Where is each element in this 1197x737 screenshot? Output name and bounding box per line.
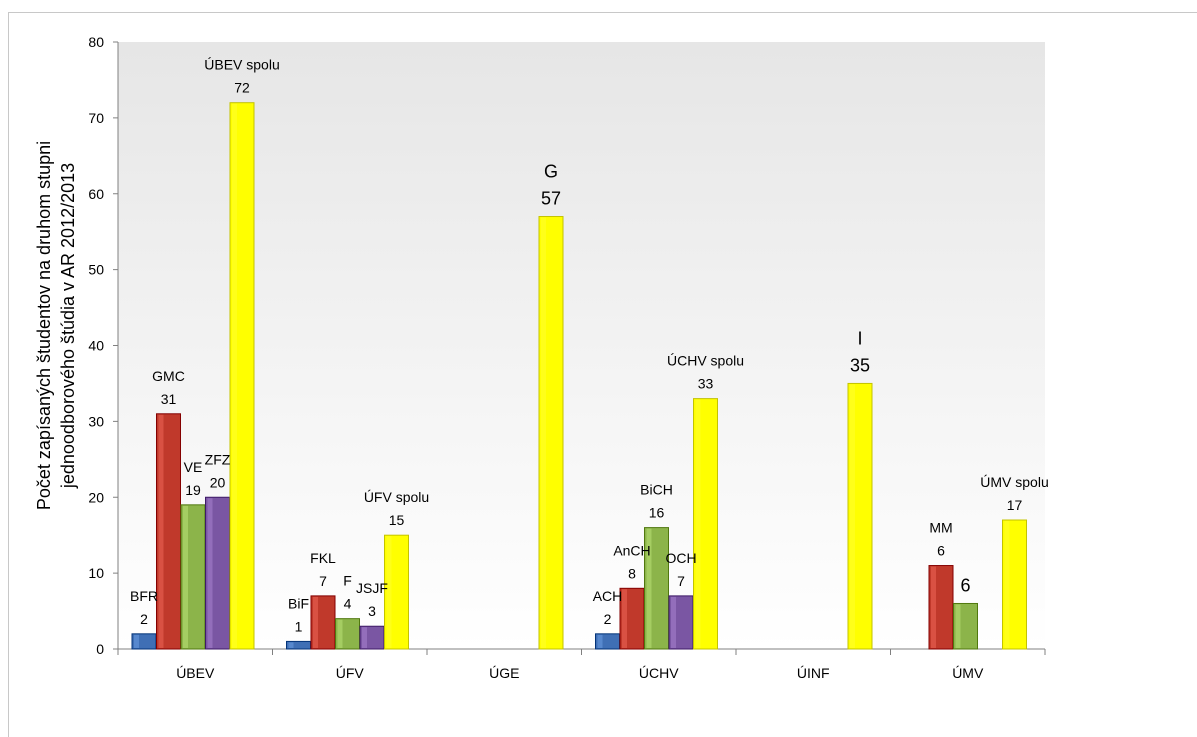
bar-highlight	[232, 103, 237, 648]
bar-category-label: GMC	[152, 368, 185, 384]
y-tick-label: 20	[88, 489, 104, 505]
bar-value-label: 7	[319, 573, 327, 589]
bar-highlight	[646, 528, 652, 648]
bar-category-label: AnCH	[613, 542, 650, 558]
bar-category-label: ÚMV spolu	[980, 474, 1048, 490]
bar-category-label: ÚBEV spolu	[204, 57, 279, 73]
y-tick-label: 50	[88, 262, 104, 278]
y-tick-label: 10	[88, 565, 104, 581]
plot-background	[118, 42, 1045, 649]
bar-category-label: ACH	[593, 588, 623, 604]
bar-category-label: I	[857, 328, 862, 348]
bar-value-label: 16	[649, 505, 665, 521]
bar-value-label: 1	[295, 618, 303, 634]
bar-value-label: 19	[185, 482, 201, 498]
bar-category-label: BiF	[288, 595, 309, 611]
bar-highlight	[955, 604, 961, 648]
bar-category-label: BFR	[130, 588, 158, 604]
bar-highlight	[362, 627, 367, 648]
bar-value-label: 33	[698, 376, 714, 392]
bar-highlight	[134, 634, 139, 648]
bar-value-label: 72	[234, 80, 250, 96]
y-tick-label: 60	[88, 186, 104, 202]
bar-category-label: MM	[929, 520, 952, 536]
bar-value-label: 6	[960, 575, 970, 595]
bar-category-label: VE	[184, 459, 203, 475]
bar-highlight	[1004, 521, 1010, 648]
bar-category-label: G	[544, 162, 558, 182]
bar-value-label: 3	[368, 603, 376, 619]
bar-category-label: OCH	[665, 550, 696, 566]
y-tick-label: 30	[88, 413, 104, 429]
bar-value-label: 4	[344, 596, 352, 612]
bar-value-label: 7	[677, 573, 685, 589]
bar-value-label: 2	[604, 611, 612, 627]
bar-highlight	[288, 642, 294, 648]
bar-category-label: ZFZ	[205, 451, 231, 467]
bar-highlight	[541, 217, 546, 648]
bar-highlight	[695, 399, 701, 648]
bar-highlight	[313, 596, 318, 648]
x-category-label: ÚGE	[489, 665, 519, 681]
bar-highlight	[183, 505, 188, 648]
bar-value-label: 15	[389, 512, 405, 528]
bar-category-label: ÚCHV spolu	[667, 353, 744, 369]
bar-highlight	[386, 536, 392, 648]
bar-highlight	[597, 634, 603, 648]
bar-highlight	[207, 498, 213, 648]
y-tick-label: 0	[96, 641, 104, 657]
y-axis-label-line: jednoodborového štúdia v AR 2012/2013	[58, 163, 78, 489]
bar-category-label: F	[343, 573, 352, 589]
bar-highlight	[158, 414, 164, 648]
bar-category-label: JSJF	[356, 580, 388, 596]
bar-value-label: 17	[1007, 497, 1023, 513]
chart-frame	[8, 12, 1197, 737]
bar-highlight	[337, 619, 343, 648]
x-category-label: ÚFV	[336, 665, 365, 681]
x-category-label: ÚMV	[952, 665, 984, 681]
bar-value-label: 6	[937, 543, 945, 559]
bar-highlight	[931, 566, 936, 648]
x-category-label: ÚCHV	[639, 665, 679, 681]
bar-highlight	[850, 384, 855, 648]
bar-category-label: BiCH	[640, 482, 673, 498]
bar-value-label: 35	[850, 355, 870, 375]
x-category-label: ÚBEV	[176, 665, 215, 681]
y-axis-label-line: Počet zapísaných študentov na druhom stu…	[34, 141, 54, 510]
bar-category-label: ÚFV spolu	[364, 489, 429, 505]
y-tick-label: 80	[88, 34, 104, 50]
bar-value-label: 31	[161, 391, 177, 407]
bar-highlight	[622, 589, 627, 648]
y-tick-label: 70	[88, 110, 104, 126]
y-axis-label: Počet zapísaných študentov na druhom stu…	[34, 141, 78, 510]
y-tick-label: 40	[88, 338, 104, 354]
bar-category-label: FKL	[310, 550, 336, 566]
x-category-label: ÚINF	[797, 665, 830, 681]
bar-value-label: 57	[541, 189, 561, 209]
bar-value-label: 8	[628, 565, 636, 581]
bar-value-label: 2	[140, 611, 148, 627]
bar-highlight	[671, 596, 676, 648]
bar-value-label: 20	[210, 474, 226, 490]
